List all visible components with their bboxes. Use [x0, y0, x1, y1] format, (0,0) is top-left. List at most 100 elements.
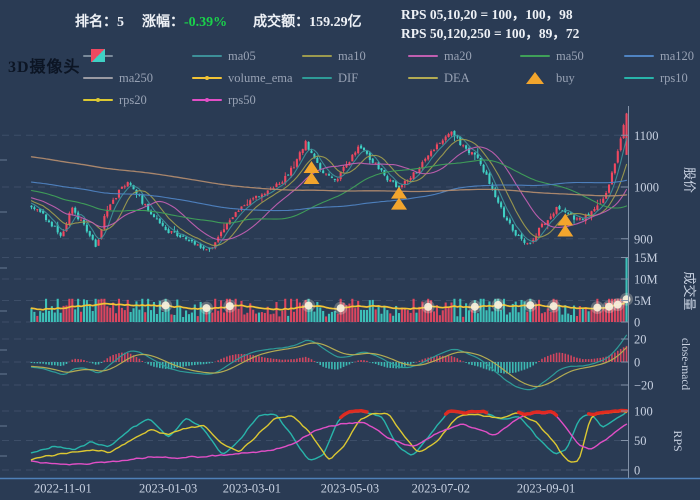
volume_ema-legend-label: volume_ema: [228, 70, 293, 85]
legend-item-volume_ema: volume_ema: [192, 70, 293, 86]
legend-item-rps20: rps20: [83, 92, 147, 108]
ma50-legend-label: ma50: [556, 48, 584, 63]
legend-item-ma05: ma05: [192, 48, 256, 64]
x-tick-label: 2023-03-01: [223, 482, 281, 496]
volume-anomaly-marker: [593, 303, 602, 312]
legend-item-ma250: ma250: [83, 70, 153, 86]
volume-anomaly-marker: [202, 304, 211, 313]
y-tick-label: 15M: [634, 251, 658, 265]
ma250-legend-label: ma250: [119, 70, 154, 85]
legend-item-ma50: ma50: [520, 48, 584, 64]
y-tick-label: 5M: [634, 294, 651, 308]
volume-anomaly-marker: [470, 302, 479, 311]
ma20-legend-swatch: [408, 49, 438, 63]
rank-value: 5: [117, 15, 124, 30]
ma05-line: [30, 134, 628, 249]
buy-marker-arrow: [557, 213, 574, 226]
volume-anomaly-marker: [424, 302, 433, 311]
ma250-legend-swatch: [83, 71, 113, 85]
ma20-line: [30, 146, 628, 241]
y-tick-label: 900: [634, 232, 653, 246]
buy-marker-arrow: [303, 172, 320, 185]
legend-item-rps10: rps10: [624, 70, 688, 86]
ma20-legend-label: ma20: [444, 48, 472, 63]
rps20-line: [30, 410, 628, 463]
y-tick-label: 20: [634, 333, 647, 347]
rps-highlight-segment: [339, 409, 369, 420]
rps50-line: [30, 411, 628, 466]
buy-marker-arrow: [391, 186, 408, 199]
ma50-legend-swatch: [520, 49, 550, 63]
volume-anomaly-marker: [225, 302, 234, 311]
y-tick-label: 1100: [634, 129, 659, 143]
dea-legend-label: DEA: [444, 70, 470, 85]
buy-legend-swatch: [520, 71, 550, 85]
y-tick-label: 0: [634, 356, 640, 370]
y-tick-label: 0: [634, 316, 640, 330]
legend-item-ma20: ma20: [408, 48, 472, 64]
axis-title: 成交量: [682, 271, 697, 310]
ma120-legend-label: ma120: [660, 48, 695, 63]
x-tick-label: 2023-09-01: [517, 482, 575, 496]
volume-anomaly-marker: [622, 295, 631, 304]
volume-anomaly-marker: [526, 301, 535, 310]
y-tick-label: 0: [634, 464, 640, 478]
change-value: -0.39%: [184, 15, 228, 30]
rps-summary: RPS 05,10,20 = 100，100，98 RPS 50,120,250…: [401, 5, 579, 43]
rps50-legend-swatch: [192, 93, 222, 107]
ma120-line: [30, 179, 628, 212]
legend-item-candlestick: [83, 48, 113, 64]
volume-anomaly-marker: [494, 300, 503, 309]
dea-line: [30, 342, 628, 388]
buy-marker-arrow: [557, 224, 574, 237]
y-tick-label: 10M: [634, 273, 658, 287]
y-tick-label: −20: [634, 379, 654, 393]
rps20-legend-swatch: [83, 93, 113, 107]
legend-item-buy: buy: [520, 70, 575, 86]
ma120-legend-swatch: [624, 49, 654, 63]
x-tick-label: 2023-05-03: [321, 482, 379, 496]
volume-anomaly-marker: [605, 302, 614, 311]
ma10-legend-label: ma10: [338, 48, 366, 63]
turnover-label: 成交额：: [253, 15, 310, 30]
buy-marker-arrow: [303, 161, 320, 174]
candlestick-icon: [91, 49, 105, 62]
ma10-line: [30, 138, 628, 247]
axis-title: RPS: [671, 430, 685, 451]
dif-legend-label: DIF: [338, 70, 359, 85]
buy-arrow-icon: [526, 72, 544, 84]
legend-item-dea: DEA: [408, 70, 470, 86]
rank-label: 排名：: [75, 15, 117, 30]
volume-anomaly-marker: [549, 302, 558, 311]
axis-title: 股价: [682, 167, 697, 193]
dif-line: [30, 334, 628, 391]
legend-item-rps50: rps50: [192, 92, 256, 108]
rps-highlight-segment: [444, 409, 489, 416]
legend: ma05 ma10 ma20 ma50 ma120 ma250 volume_ema DIF D…: [0, 0, 700, 110]
volume-anomaly-marker: [161, 301, 170, 310]
y-tick-label: 1000: [634, 181, 659, 195]
header-stats: 排名：5 涨幅：-0.39% 成交额：159.29亿: [75, 11, 362, 31]
volume-anomaly-marker: [304, 301, 313, 310]
ma10-legend-swatch: [302, 49, 332, 63]
turnover-value: 159.29亿: [309, 15, 362, 30]
volume_ema-legend-swatch: [192, 71, 222, 85]
legend-item-ma10: ma10: [302, 48, 366, 64]
legend-item-ma120: ma120: [624, 48, 694, 64]
rps-highlight-segment: [516, 409, 559, 417]
volume-anomaly-marker: [336, 304, 345, 313]
x-tick-label: 2023-01-03: [139, 482, 197, 496]
rps10-line: [30, 411, 628, 461]
y-tick-label: 50: [634, 434, 647, 448]
ma05-legend-swatch: [192, 49, 222, 63]
rps-highlight-segment: [586, 408, 629, 416]
y-tick-label: 100: [634, 405, 653, 419]
ma250-line: [30, 156, 628, 197]
ma05-legend-label: ma05: [228, 48, 256, 63]
legend-item-dif: DIF: [302, 70, 358, 86]
candlestick-legend-swatch: [83, 49, 113, 63]
dif-legend-swatch: [302, 71, 332, 85]
volume-anomaly-marker: [613, 300, 622, 309]
